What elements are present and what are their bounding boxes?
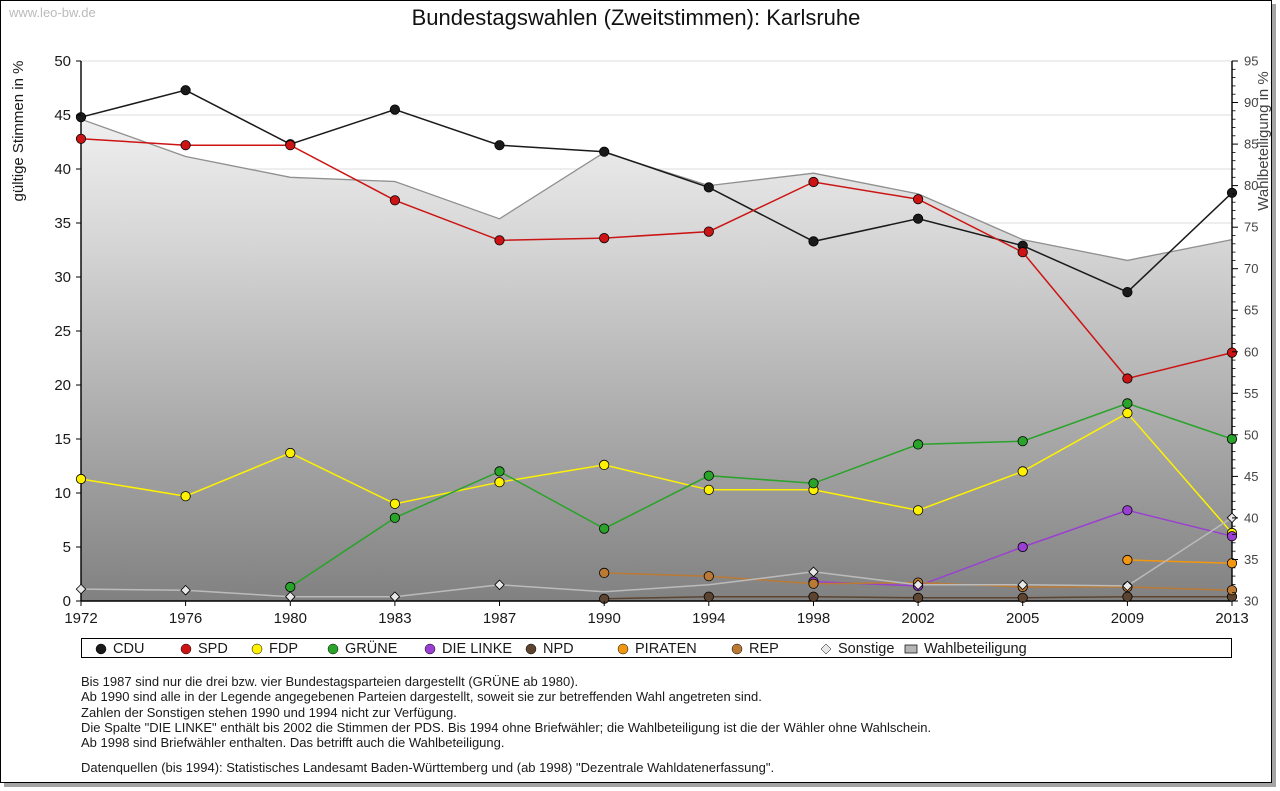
svg-text:Wahlbeteiligung in %: Wahlbeteiligung in % — [1255, 71, 1272, 211]
svg-text:95: 95 — [1244, 54, 1258, 69]
svg-text:1972: 1972 — [64, 610, 97, 627]
svg-text:75: 75 — [1244, 220, 1258, 235]
svg-text:0: 0 — [63, 593, 71, 610]
svg-text:2013: 2013 — [1215, 610, 1248, 627]
svg-text:25: 25 — [54, 323, 71, 340]
svg-text:1983: 1983 — [378, 610, 411, 627]
svg-text:35: 35 — [54, 215, 71, 232]
svg-text:55: 55 — [1244, 386, 1258, 401]
svg-text:40: 40 — [1244, 510, 1258, 525]
svg-text:1980: 1980 — [274, 610, 307, 627]
svg-text:1998: 1998 — [797, 610, 830, 627]
svg-text:5: 5 — [63, 539, 71, 556]
svg-text:1976: 1976 — [169, 610, 202, 627]
svg-text:70: 70 — [1244, 261, 1258, 276]
svg-text:2005: 2005 — [1006, 610, 1039, 627]
svg-text:2009: 2009 — [1111, 610, 1144, 627]
svg-text:1990: 1990 — [588, 610, 621, 627]
svg-text:65: 65 — [1244, 303, 1258, 318]
svg-text:30: 30 — [54, 269, 71, 286]
svg-text:gültige Stimmen in %: gültige Stimmen in % — [10, 61, 27, 202]
svg-text:40: 40 — [54, 161, 71, 178]
svg-text:45: 45 — [54, 107, 71, 124]
svg-text:10: 10 — [54, 485, 71, 502]
svg-text:1994: 1994 — [692, 610, 725, 627]
svg-text:15: 15 — [54, 431, 71, 448]
svg-text:60: 60 — [1244, 344, 1258, 359]
svg-text:45: 45 — [1244, 469, 1258, 484]
svg-text:50: 50 — [1244, 427, 1258, 442]
svg-text:2002: 2002 — [901, 610, 934, 627]
svg-text:50: 50 — [54, 53, 71, 70]
svg-text:30: 30 — [1244, 594, 1258, 609]
svg-text:20: 20 — [54, 377, 71, 394]
svg-text:35: 35 — [1244, 552, 1258, 567]
svg-text:1987: 1987 — [483, 610, 516, 627]
